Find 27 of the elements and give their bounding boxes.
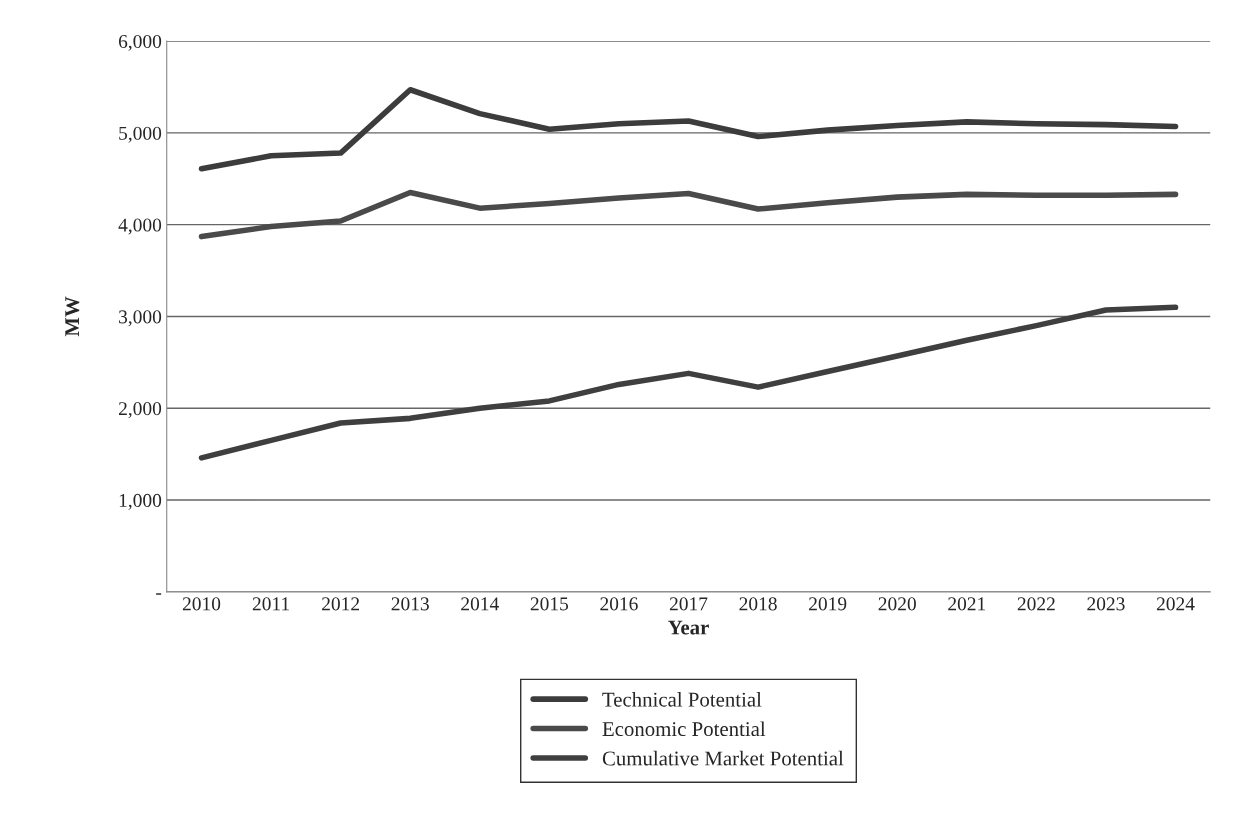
y-tick-label: 6,000 (118, 34, 162, 51)
x-tick-label: 2016 (600, 597, 638, 611)
x-tick-label: 2012 (322, 597, 360, 611)
x-tick-label: 2014 (461, 597, 499, 611)
y-tick-label: 1,000 (119, 493, 162, 510)
x-tick-label: 2020 (878, 597, 916, 611)
y-tick-label: 2,000 (118, 402, 162, 418)
y-tick-label: 3,000 (119, 310, 162, 327)
x-tick-label: 2017 (669, 597, 708, 611)
legend-label: Economic Potential (602, 721, 766, 737)
x-tick-label: 2021 (948, 597, 986, 611)
x-tick-label: 2022 (1017, 597, 1055, 611)
x-tick-label: 2015 (530, 597, 569, 611)
legend-label: Cumulative Market Potential (602, 750, 844, 766)
x-tick-label: 2011 (252, 597, 289, 611)
x-axis-title: Year (668, 620, 709, 635)
x-tick-label: 2018 (739, 597, 777, 611)
x-tick-label: 2023 (1087, 597, 1125, 611)
x-tick-label: 2013 (391, 597, 429, 611)
y-axis-title: MW (65, 296, 80, 337)
x-tick-label: 2024 (1156, 597, 1195, 611)
y-tick-label: - (156, 593, 162, 595)
legend-label: Technical Potential (602, 691, 762, 707)
x-tick-label: 2019 (809, 597, 847, 611)
y-tick-label: 5,000 (119, 126, 162, 143)
y-tick-label: 4,000 (118, 218, 162, 235)
x-tick-label: 2010 (182, 597, 221, 611)
